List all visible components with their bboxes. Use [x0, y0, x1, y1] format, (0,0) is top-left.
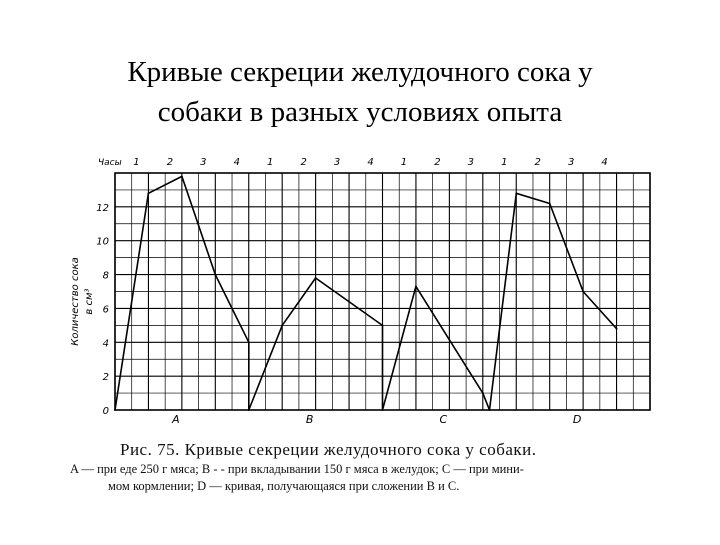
slide-title: Кривые секреции желудочного сока у собак… — [60, 52, 660, 132]
hour-tick-label: 2 — [535, 157, 541, 168]
y-tick-label: 10 — [96, 237, 109, 248]
data-point — [381, 409, 384, 411]
data-point — [114, 409, 116, 411]
data-point — [281, 324, 284, 327]
data-point — [582, 290, 585, 293]
section-label-C: C — [440, 413, 448, 426]
y-tick-label: 2 — [103, 372, 109, 383]
data-point — [381, 324, 384, 327]
hour-tick-label: 1 — [267, 157, 273, 168]
hour-tick-label: 3 — [334, 157, 340, 168]
y-tick-label: 8 — [103, 271, 109, 282]
hour-tick-label: 2 — [167, 157, 173, 168]
data-point — [481, 392, 484, 394]
hour-tick-label: 2 — [300, 157, 306, 168]
y-tick-label: 12 — [96, 203, 109, 214]
data-point — [515, 192, 518, 195]
data-point — [488, 409, 491, 411]
series-line-A — [114, 175, 250, 411]
data-point — [214, 273, 217, 276]
y-axis-label-line-2: в см³ — [84, 288, 95, 314]
section-label-A: A — [171, 413, 180, 426]
hours-label: Часы — [98, 158, 122, 168]
series-line-C — [381, 285, 491, 411]
hour-tick-label: 1 — [501, 157, 507, 168]
hour-tick-label: 2 — [434, 157, 440, 168]
hour-tick-label: 3 — [568, 157, 574, 168]
hour-tick-label: 4 — [234, 157, 240, 168]
hour-tick-label: 3 — [468, 157, 474, 168]
data-point — [615, 327, 618, 330]
data-point — [415, 285, 417, 288]
y-tick-label: 0 — [103, 406, 109, 417]
series-line-D — [488, 192, 618, 411]
series — [114, 175, 618, 411]
data-point — [314, 277, 317, 279]
figure-caption: Рис. 75. Кривые секреции желудочного сок… — [70, 440, 670, 494]
data-point — [180, 175, 183, 178]
data-point — [147, 192, 150, 195]
hour-tick-label: 4 — [367, 157, 373, 168]
slide-title-line-1: Кривые секреции желудочного сока у — [127, 56, 593, 88]
hour-tick-label: 1 — [133, 157, 139, 168]
section-label-D: D — [573, 413, 581, 426]
data-point — [247, 409, 250, 411]
caption-line-2: A — при еде 250 г мяса; B - - при вклады… — [70, 462, 524, 476]
slide-title-line-2: собаки в разных условиях опыта — [157, 96, 563, 128]
y-tick-label: 4 — [103, 338, 109, 349]
caption-line-1: Рис. 75. Кривые секреции желудочного сок… — [120, 440, 537, 459]
hour-tick-label: 4 — [601, 157, 607, 168]
data-point — [247, 341, 250, 344]
data-point — [548, 202, 551, 205]
hour-tick-label: 3 — [200, 157, 206, 168]
hour-tick-label: 1 — [401, 157, 407, 168]
section-label-B: B — [306, 413, 314, 426]
y-tick-label: 6 — [103, 304, 109, 315]
y-axis-label-line-1: Количество сока — [70, 257, 81, 345]
caption-line-3: мом кормлении; D — кривая, получающаяся … — [108, 479, 460, 493]
